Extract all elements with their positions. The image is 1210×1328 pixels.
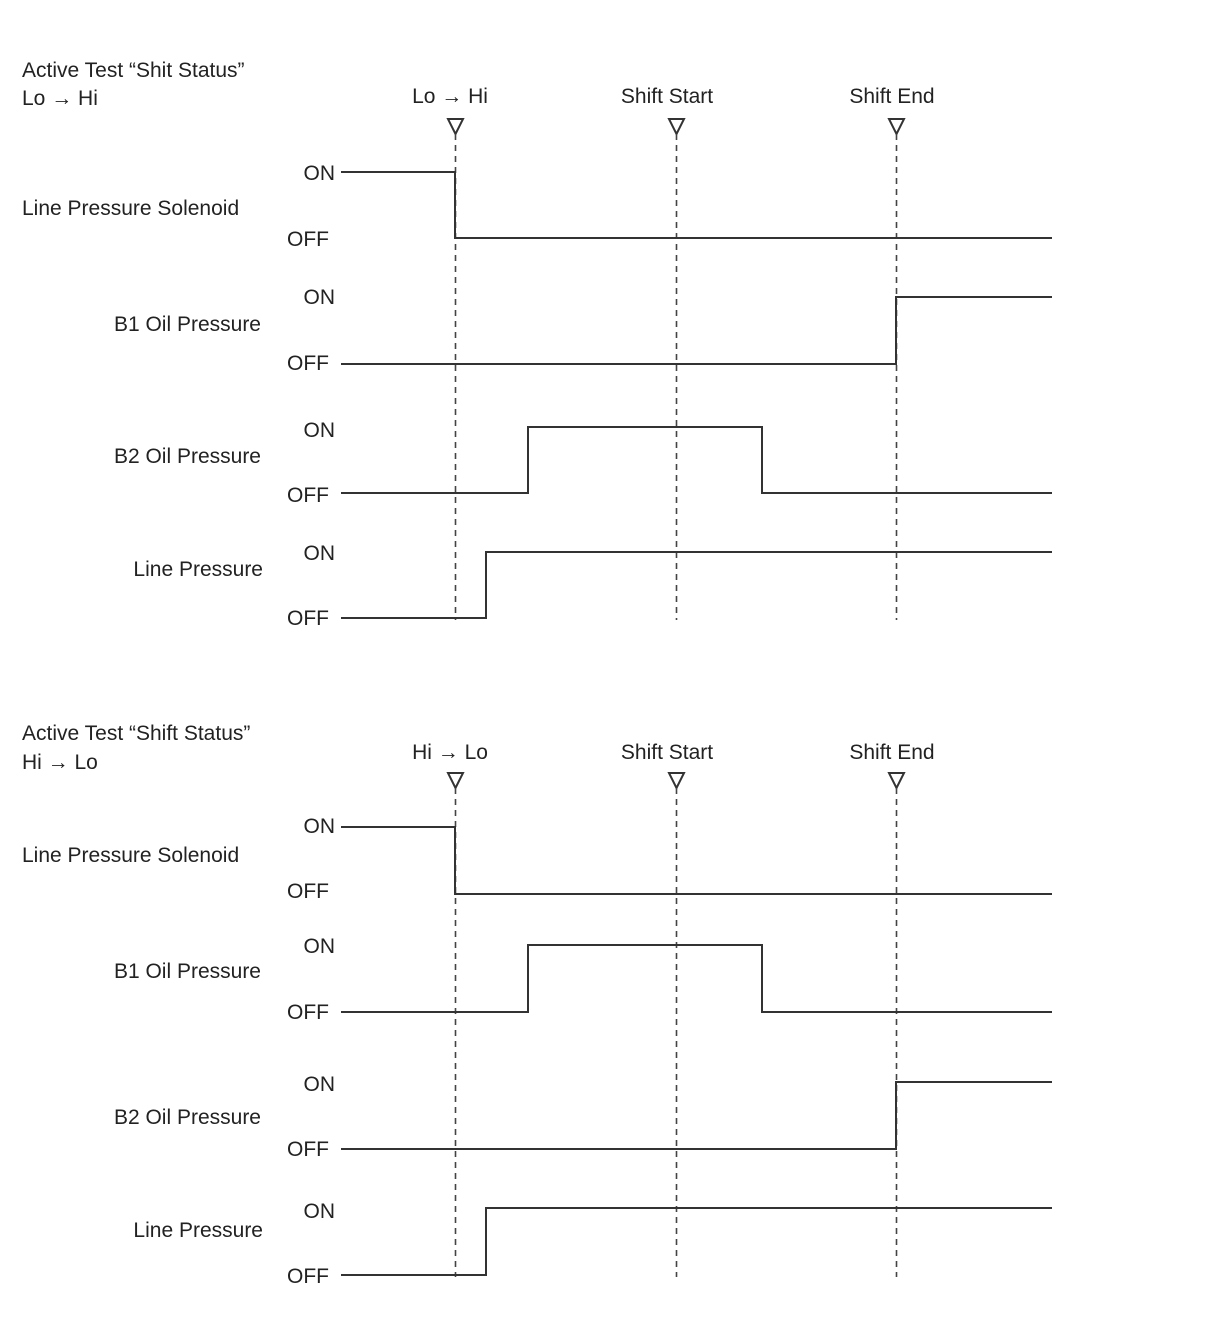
marker-label: Shift Start xyxy=(621,741,713,764)
marker-shift-end: Shift End xyxy=(849,85,935,620)
marker-triangle-icon xyxy=(446,772,465,791)
marker-triangle-icon xyxy=(887,118,906,137)
on-label: ON xyxy=(304,419,336,442)
panel-title: Active Test “Shift Status” xyxy=(22,722,250,745)
marker-lo-to-hi: Lo → Hi xyxy=(412,85,488,620)
signal-b2-oil-pressure: B2 Oil Pressure ON OFF xyxy=(114,1073,1052,1161)
signal-trace xyxy=(341,944,1052,1013)
marker-label: Hi → Lo xyxy=(412,741,488,764)
signal-line-pressure-solenoid: Line Pressure Solenoid ON OFF xyxy=(22,815,1052,903)
signal-name: Line Pressure xyxy=(133,1219,263,1242)
signal-b2-oil-pressure: B2 Oil Pressure ON OFF xyxy=(114,419,1052,507)
signal-trace xyxy=(341,551,1052,619)
off-label: OFF xyxy=(287,1138,329,1161)
marker-shift-start: Shift Start xyxy=(621,741,713,1277)
signal-b1-oil-pressure: B1 Oil Pressure ON OFF xyxy=(114,286,1052,375)
off-label: OFF xyxy=(287,1001,329,1024)
signal-trace xyxy=(341,426,1052,494)
signal-trace xyxy=(341,171,1052,239)
signal-trace xyxy=(341,826,1052,895)
marker-shift-end: Shift End xyxy=(849,741,935,1277)
panel-hi-to-lo: Active Test “Shift Status” Hi → Lo Hi → … xyxy=(22,722,1052,1288)
signal-name: B2 Oil Pressure xyxy=(114,1106,261,1129)
signal-line-pressure: Line Pressure ON OFF xyxy=(133,542,1052,630)
signal-trace xyxy=(341,296,1052,365)
signal-name: B1 Oil Pressure xyxy=(114,313,261,336)
off-label: OFF xyxy=(287,607,329,630)
marker-triangle-icon xyxy=(667,772,686,791)
signal-name: Line Pressure Solenoid xyxy=(22,844,239,867)
signal-name: Line Pressure Solenoid xyxy=(22,197,239,220)
marker-label: Shift Start xyxy=(621,85,713,108)
panel-lo-to-hi: Active Test “Shit Status” Lo → Hi Lo → H… xyxy=(22,59,1052,630)
on-label: ON xyxy=(304,542,336,565)
marker-hi-to-lo: Hi → Lo xyxy=(412,741,488,1277)
signal-trace xyxy=(341,1081,1052,1150)
off-label: OFF xyxy=(287,880,329,903)
off-label: OFF xyxy=(287,228,329,251)
marker-triangle-icon xyxy=(446,118,465,137)
signal-line-pressure: Line Pressure ON OFF xyxy=(133,1200,1052,1288)
signal-name: Line Pressure xyxy=(133,558,263,581)
panel-subtitle: Lo → Hi xyxy=(22,87,98,110)
marker-shift-start: Shift Start xyxy=(621,85,713,620)
panel-subtitle: Hi → Lo xyxy=(22,751,98,774)
signal-name: B2 Oil Pressure xyxy=(114,445,261,468)
panel-title: Active Test “Shit Status” xyxy=(22,59,245,82)
on-label: ON xyxy=(304,935,336,958)
off-label: OFF xyxy=(287,1265,329,1288)
marker-label: Shift End xyxy=(849,85,934,108)
on-label: ON xyxy=(304,162,336,185)
on-label: ON xyxy=(304,815,336,838)
signal-line-pressure-solenoid: Line Pressure Solenoid ON OFF xyxy=(22,162,1052,251)
marker-label: Shift End xyxy=(849,741,934,764)
on-label: ON xyxy=(304,1073,336,1096)
off-label: OFF xyxy=(287,352,329,375)
signal-trace xyxy=(341,1207,1052,1276)
on-label: ON xyxy=(304,286,336,309)
off-label: OFF xyxy=(287,484,329,507)
signal-b1-oil-pressure: B1 Oil Pressure ON OFF xyxy=(114,935,1052,1024)
on-label: ON xyxy=(304,1200,336,1223)
marker-triangle-icon xyxy=(887,772,906,791)
marker-label: Lo → Hi xyxy=(412,85,488,108)
signal-name: B1 Oil Pressure xyxy=(114,960,261,983)
marker-triangle-icon xyxy=(667,118,686,137)
